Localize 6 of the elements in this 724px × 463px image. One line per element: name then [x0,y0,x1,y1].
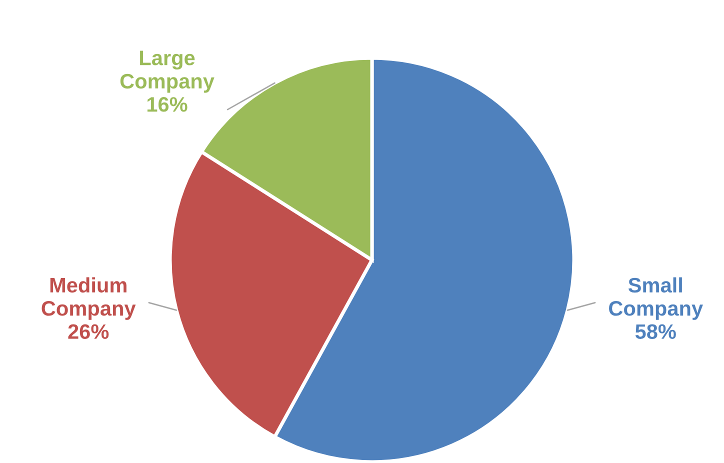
data-label: 16% [147,97,188,112]
slice-label: Medium Company [42,277,136,320]
slice-label: Large Company [120,50,214,93]
data-label: 58% [635,324,676,339]
slice-label: Small Company [609,277,703,320]
data-label: 26% [68,324,109,339]
